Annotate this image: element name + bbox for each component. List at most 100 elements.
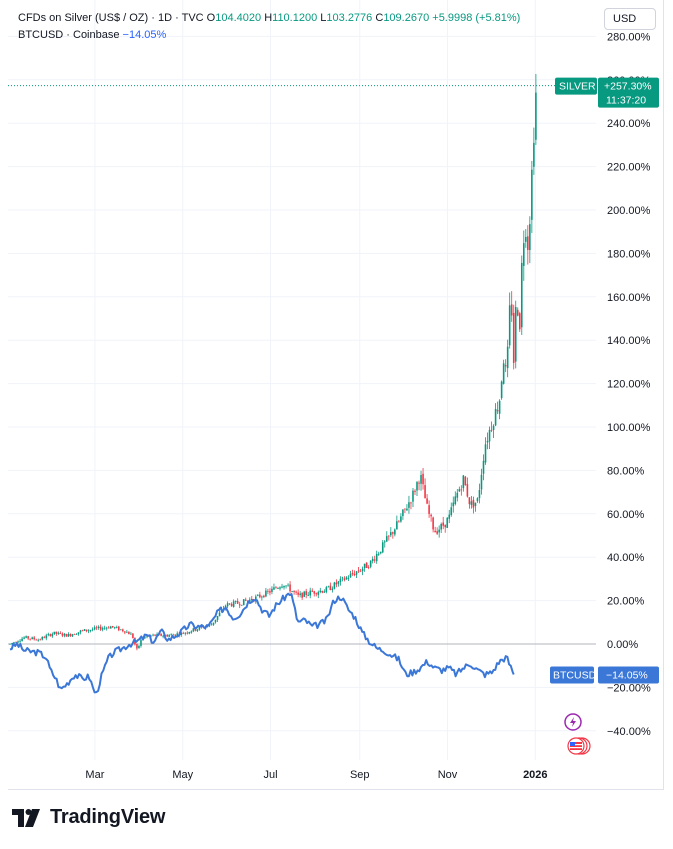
silver-candle	[458, 486, 461, 492]
tradingview-branding[interactable]: TradingView	[12, 806, 165, 829]
silver-candle	[73, 633, 76, 635]
silver-candle	[45, 633, 48, 641]
silver-candle	[454, 491, 457, 506]
silver-candles	[9, 73, 537, 651]
silver-candle	[55, 631, 58, 636]
silver-candle	[512, 304, 515, 370]
silver-candle	[107, 625, 110, 629]
silver-candle	[190, 630, 193, 634]
silver-candle	[132, 632, 134, 639]
silver-candle	[53, 631, 56, 635]
silver-label-badge: SILVER	[555, 77, 597, 95]
silver-candle	[468, 497, 471, 509]
silver-candle	[484, 437, 487, 465]
btcusd-label-text: BTCUSD	[553, 669, 597, 681]
silver-candle	[494, 403, 497, 427]
silver-candle	[216, 616, 219, 622]
silver-candle	[25, 635, 27, 639]
silver-candle	[426, 494, 428, 505]
silver-candle	[392, 531, 394, 539]
silver-candle	[33, 635, 35, 641]
silver-candle	[440, 522, 442, 533]
silver-candle	[232, 599, 235, 608]
silver-candle	[81, 629, 84, 632]
y-tick-label: 60.00%	[607, 509, 645, 521]
silver-candle	[420, 470, 422, 491]
silver-candle	[160, 633, 162, 637]
silver-candle	[323, 589, 326, 593]
silver-value-badge: +257.30% 11:37:20	[598, 77, 659, 108]
silver-candle	[184, 632, 187, 636]
silver-candle	[35, 638, 37, 641]
currency-button[interactable]: USD	[604, 8, 656, 30]
silver-candle	[196, 629, 199, 632]
legend-compare-symbol[interactable]: BTCUSD · Coinbase	[18, 29, 120, 41]
silver-candle	[166, 634, 168, 638]
silver-candle	[77, 632, 80, 636]
lightning-event-icon[interactable]	[564, 713, 582, 731]
silver-candle	[273, 583, 275, 591]
silver-candle	[444, 524, 447, 533]
silver-candle	[226, 601, 229, 609]
silver-candle	[309, 587, 312, 599]
silver-candle	[109, 625, 112, 629]
silver-candle	[502, 359, 505, 385]
silver-candle	[482, 454, 485, 481]
y-tick-label: 40.00%	[607, 552, 645, 564]
silver-candle	[432, 516, 434, 533]
x-tick-label: Sep	[350, 769, 370, 781]
legend-compare-row: BTCUSD · Coinbase −14.05%	[18, 27, 520, 44]
silver-candle	[301, 592, 303, 600]
silver-candle	[367, 565, 370, 570]
silver-candle	[283, 585, 285, 590]
silver-candle	[418, 480, 420, 491]
btcusd-label-badge: BTCUSD	[550, 666, 597, 684]
silver-candle	[277, 587, 279, 589]
us-flag-event-icon[interactable]	[567, 737, 591, 755]
silver-candle	[234, 600, 237, 605]
x-axis[interactable]: Mar May Jul Sep Nov 2026	[85, 769, 547, 781]
silver-candle	[192, 628, 195, 633]
silver-candle	[267, 588, 269, 595]
silver-candle	[29, 638, 31, 641]
x-tick-label: Nov	[438, 769, 458, 781]
legend-high-value: 110.1200	[272, 12, 318, 24]
silver-candle	[255, 594, 257, 604]
silver-candle	[124, 631, 126, 635]
silver-candle	[242, 599, 245, 606]
silver-candle	[456, 488, 459, 502]
silver-candle	[448, 509, 451, 524]
chart-canvas[interactable]: −40.00% −20.00% 0.00% 20.00% 40.00% 60.00% 80.…	[0, 0, 673, 790]
x-tick-label: May	[172, 769, 193, 781]
silver-candle	[416, 481, 418, 497]
silver-candle	[406, 504, 408, 511]
silver-candle	[281, 583, 283, 589]
silver-candle	[85, 629, 88, 633]
y-tick-label: 280.00%	[607, 31, 651, 43]
legend-low-label: L	[320, 12, 327, 24]
silver-candle	[510, 291, 513, 322]
silver-candle	[359, 568, 362, 572]
silver-candle	[385, 531, 388, 543]
silver-candle	[115, 625, 118, 629]
silver-candle	[67, 632, 70, 637]
silver-candle	[518, 311, 521, 332]
silver-candle	[291, 590, 293, 593]
y-axis[interactable]: −40.00% −20.00% 0.00% 20.00% 40.00% 60.00% 80.…	[607, 31, 651, 737]
silver-candle	[478, 483, 481, 504]
btcusd-series	[9, 592, 515, 694]
silver-candle	[65, 633, 68, 637]
silver-candle	[51, 632, 54, 638]
silver-candle	[331, 586, 334, 593]
silver-candle	[275, 585, 277, 589]
silver-candle	[118, 625, 120, 632]
silver-candle	[27, 635, 29, 641]
silver-candle	[321, 590, 324, 594]
silver-candle	[136, 643, 138, 651]
silver-candle	[101, 626, 104, 632]
silver-candle	[357, 566, 360, 573]
silver-candle	[504, 359, 507, 373]
legend-symbol-title[interactable]: CFDs on Silver (US$ / OZ) · 1D · TVC	[18, 12, 204, 24]
chart-frame[interactable]	[8, 0, 664, 790]
tradingview-logo-icon	[12, 808, 40, 827]
